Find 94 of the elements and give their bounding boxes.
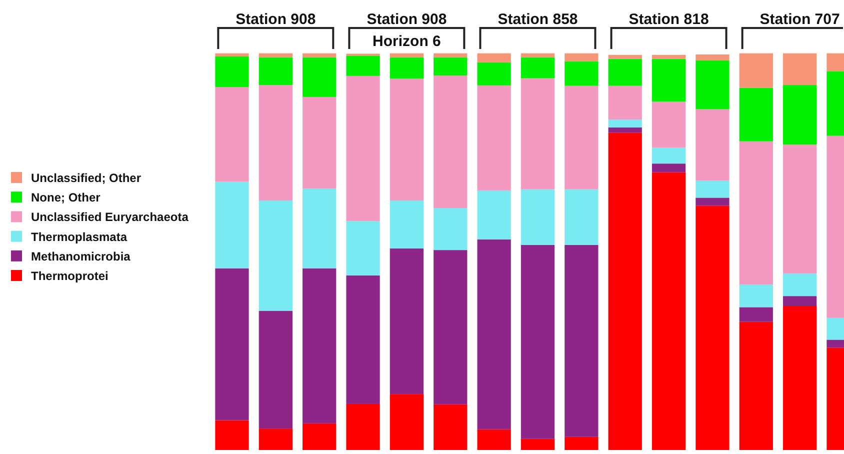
text: Station 858 [498, 11, 578, 28]
bar [739, 307, 773, 322]
bar [302, 57, 336, 97]
bar [258, 85, 292, 200]
bar [608, 120, 642, 128]
bar [302, 53, 336, 58]
bar [258, 310, 292, 429]
bar [302, 268, 336, 424]
bar [520, 189, 555, 245]
legend-label: Methanomicrobia [31, 249, 131, 264]
bar [434, 250, 468, 404]
bar [696, 206, 730, 450]
bar [696, 54, 730, 60]
bar [346, 404, 380, 450]
legend-label: Unclassified; Other [31, 171, 142, 185]
bar [696, 180, 730, 198]
bar [346, 56, 380, 76]
bar [258, 57, 292, 86]
bar [434, 53, 468, 58]
bar [390, 248, 424, 394]
bar [302, 188, 336, 268]
bar [302, 96, 336, 189]
bar [477, 190, 511, 240]
bar [215, 87, 249, 182]
bar [652, 102, 686, 148]
bar [390, 394, 424, 450]
bar [215, 420, 249, 450]
bar [346, 221, 380, 276]
bar [564, 86, 598, 190]
bar [783, 85, 817, 145]
bar [258, 428, 292, 450]
bar [390, 200, 424, 248]
legend-label: Thermoprotei [31, 269, 108, 283]
bar [215, 56, 249, 88]
bar [346, 76, 380, 222]
bar [608, 86, 642, 120]
bar [434, 57, 468, 76]
bar [696, 109, 730, 181]
bar [520, 244, 555, 439]
bar [696, 198, 730, 206]
bar [215, 53, 249, 56]
bar [520, 53, 555, 58]
bar [652, 58, 686, 102]
bar [258, 53, 292, 58]
bar [739, 88, 773, 142]
bar [739, 53, 773, 88]
bar [477, 62, 511, 86]
bar [783, 296, 817, 306]
bar [477, 53, 511, 62]
bar [608, 54, 642, 59]
bar [390, 57, 424, 79]
legend-label: Thermoplasmata [31, 230, 128, 244]
bar [608, 132, 642, 450]
bar [477, 429, 511, 450]
bar [564, 244, 598, 437]
bar [739, 141, 773, 285]
bar [652, 172, 686, 450]
bar [783, 144, 817, 274]
text: Station 818 [628, 11, 709, 28]
bar [346, 275, 380, 404]
text: Station 908 Horizon 6 [366, 11, 447, 50]
bar [564, 189, 598, 245]
text: Station 908 [236, 11, 316, 28]
bar [608, 127, 642, 133]
bar [434, 404, 468, 450]
bar [783, 273, 817, 296]
bar [739, 322, 773, 450]
bar [477, 85, 511, 191]
bar [434, 208, 468, 250]
bar [390, 53, 424, 58]
bar [477, 239, 511, 430]
bar [520, 57, 555, 78]
bar [434, 76, 468, 208]
bar [608, 58, 642, 86]
bar [520, 78, 555, 190]
bar [564, 61, 598, 86]
bar [520, 438, 555, 450]
bar [652, 148, 686, 164]
bar [215, 268, 249, 420]
text: Station 707 [760, 11, 840, 28]
bar [215, 182, 249, 268]
bar [652, 164, 686, 172]
bar [783, 306, 817, 450]
bar [696, 60, 730, 110]
bar [739, 284, 773, 308]
bar [783, 53, 817, 86]
bar [564, 53, 598, 62]
bar [390, 78, 424, 200]
legend-label: Unclassified Euryarchaeota [31, 210, 189, 224]
bar [564, 436, 598, 450]
bar [258, 200, 292, 311]
legend-label: None; Other [31, 190, 101, 205]
bar [652, 54, 686, 59]
bar [302, 423, 336, 450]
